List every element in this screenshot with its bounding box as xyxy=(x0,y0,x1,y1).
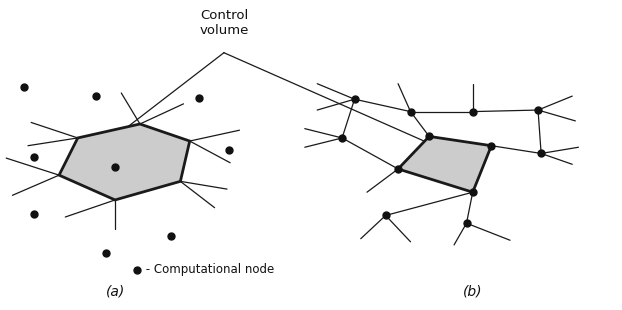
Text: Control
volume: Control volume xyxy=(199,9,249,37)
Text: - Computational node: - Computational node xyxy=(142,263,274,276)
Polygon shape xyxy=(59,124,190,200)
Text: (b): (b) xyxy=(463,284,483,299)
Text: (a): (a) xyxy=(106,284,124,299)
Polygon shape xyxy=(398,136,491,192)
